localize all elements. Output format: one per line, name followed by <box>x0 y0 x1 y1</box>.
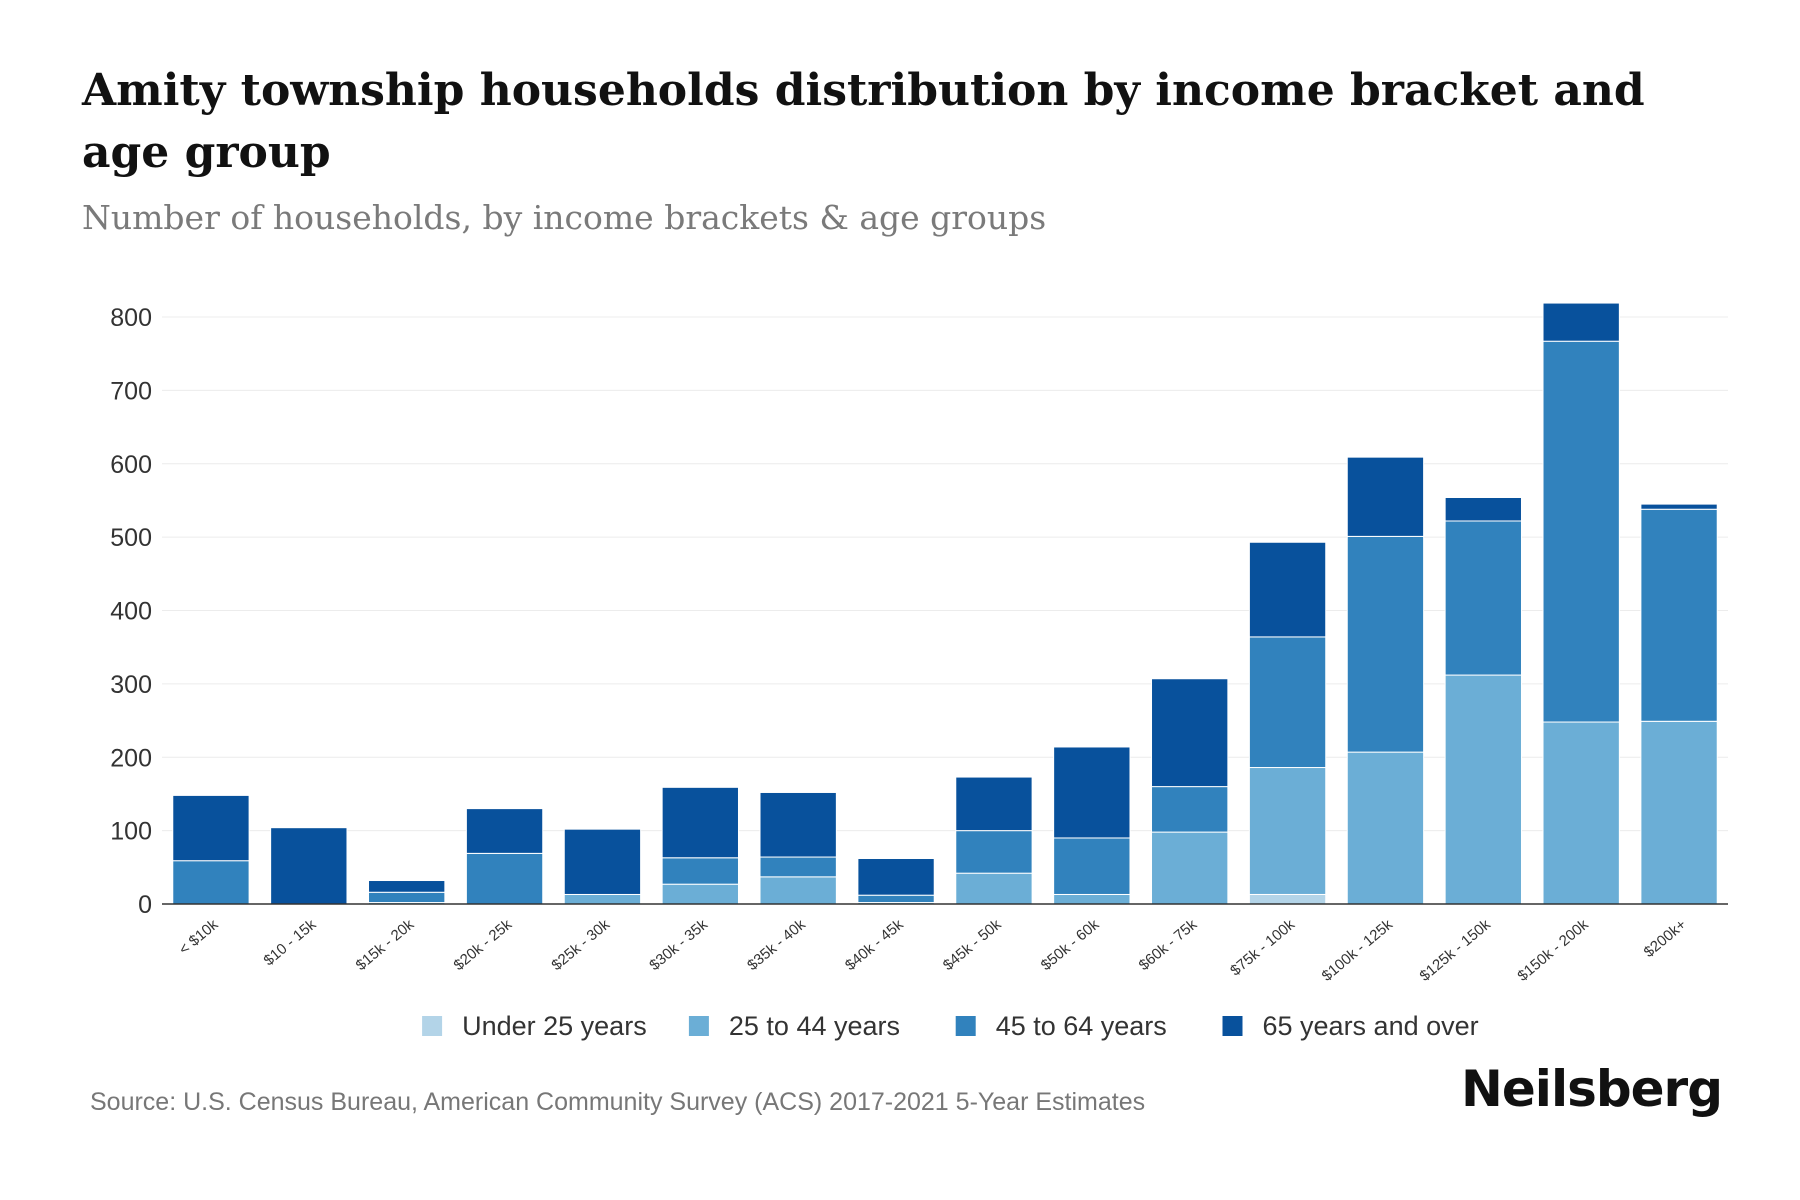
x-tick-label: $15k - 20k <box>353 916 418 974</box>
x-tick-label: $75k - 100k <box>1227 916 1298 980</box>
x-tick-label: $30k - 35k <box>646 916 711 974</box>
bar-segment-12-1 <box>1346 751 1425 905</box>
bar-segment-15-1 <box>1640 720 1718 905</box>
bar-segment-5-1 <box>661 883 739 905</box>
bar-segment-13-1 <box>1444 674 1522 905</box>
x-tick-label: $45k - 50k <box>940 916 1005 974</box>
bar-segment-1-3 <box>270 827 348 905</box>
x-tick-label: < $10k <box>176 916 222 959</box>
x-tick-label: $35k - 40k <box>744 916 809 974</box>
x-tick-label: $60k - 75k <box>1136 916 1201 974</box>
x-tick-label: $40k - 45k <box>842 916 907 974</box>
y-tick-label: 600 <box>110 451 152 479</box>
y-tick-label: 700 <box>110 377 152 405</box>
bar-segment-14-2 <box>1542 340 1620 723</box>
bar-segment-10-1 <box>1151 831 1229 905</box>
y-tick-label: 500 <box>110 524 152 552</box>
bar-segment-10-3 <box>1151 678 1229 788</box>
bar-segment-3-3 <box>465 808 544 854</box>
bar-segment-7-2 <box>857 894 935 904</box>
bar-segment-13-2 <box>1444 520 1522 676</box>
source-note: Source: U.S. Census Bureau, American Com… <box>90 1088 1146 1116</box>
bar-segment-9-3 <box>1053 746 1131 839</box>
x-tick-label: $100k - 125k <box>1319 916 1397 985</box>
bar-segment-11-0 <box>1248 893 1327 905</box>
legend-swatch-1 <box>688 1016 709 1036</box>
x-tick-label: $125k - 150k <box>1417 916 1495 985</box>
bar-segment-4-3 <box>563 828 642 895</box>
bar-segment-14-1 <box>1542 721 1620 905</box>
legend-label: 45 to 64 years <box>996 1011 1167 1041</box>
x-tick-label: $200k+ <box>1641 916 1690 961</box>
bar-segment-6-3 <box>759 791 837 858</box>
bar-segment-12-3 <box>1346 456 1425 537</box>
x-tick-label: $10 - 15k <box>261 916 320 970</box>
bars <box>172 302 1718 905</box>
legend-swatch-3 <box>1222 1016 1243 1036</box>
legend: Under 25 years 25 to 44 years 45 to 64 yea… <box>422 1011 1479 1041</box>
legend-label: Under 25 years <box>462 1011 647 1041</box>
bar-segment-15-2 <box>1640 508 1718 722</box>
bar-segment-12-2 <box>1346 535 1425 753</box>
y-axis-ticks: 0 100 200 300 400 500 600 700 800 <box>110 304 152 919</box>
x-axis-ticks: < $10k $10 - 15k $15k - 20k $20k - 25k $25k … <box>176 916 1690 985</box>
y-tick-label: 200 <box>110 744 152 772</box>
bar-segment-3-2 <box>465 852 544 905</box>
bar-segment-8-1 <box>955 872 1033 905</box>
bar-segment-9-1 <box>1053 893 1131 905</box>
x-tick-label: $25k - 30k <box>548 916 613 974</box>
x-tick-label: $20k - 25k <box>451 916 516 974</box>
bar-segment-11-1 <box>1248 767 1327 895</box>
bar-segment-0-3 <box>172 794 250 862</box>
bar-segment-2-2 <box>368 891 446 904</box>
y-tick-label: 100 <box>110 818 152 846</box>
bar-segment-6-2 <box>759 856 837 878</box>
bar-segment-13-3 <box>1444 497 1522 522</box>
bar-segment-4-1 <box>563 893 642 905</box>
legend-swatch-2 <box>955 1016 976 1036</box>
bar-segment-2-3 <box>368 880 446 893</box>
legend-label: 25 to 44 years <box>729 1011 900 1041</box>
bar-segment-11-2 <box>1248 636 1327 769</box>
bar-segment-11-3 <box>1248 541 1327 638</box>
bar-segment-9-2 <box>1053 837 1131 895</box>
bar-segment-5-3 <box>661 786 739 859</box>
chart-title: Amity township households distribution b… <box>82 65 1645 178</box>
x-tick-label: $150k - 200k <box>1514 916 1592 985</box>
y-tick-label: 0 <box>138 891 152 919</box>
bar-segment-7-3 <box>857 858 935 896</box>
y-tick-label: 400 <box>110 598 152 626</box>
bar-segment-15-3 <box>1640 503 1718 510</box>
legend-swatch-0 <box>422 1016 443 1036</box>
x-tick-label: $50k - 60k <box>1038 916 1103 974</box>
bar-segment-8-3 <box>955 776 1033 832</box>
y-tick-label: 300 <box>110 671 152 699</box>
brand-logo: Neilsberg <box>1461 1060 1723 1118</box>
y-tick-label: 800 <box>110 304 152 332</box>
bar-segment-8-2 <box>955 830 1033 874</box>
bar-segment-14-3 <box>1542 302 1620 342</box>
bar-segment-5-2 <box>661 857 739 885</box>
chart-subtitle: Number of households, by income brackets… <box>82 198 1047 237</box>
bar-segment-0-2 <box>172 860 250 905</box>
legend-label: 65 years and over <box>1263 1011 1479 1041</box>
bar-segment-10-2 <box>1151 786 1229 833</box>
bar-segment-6-1 <box>759 876 837 905</box>
